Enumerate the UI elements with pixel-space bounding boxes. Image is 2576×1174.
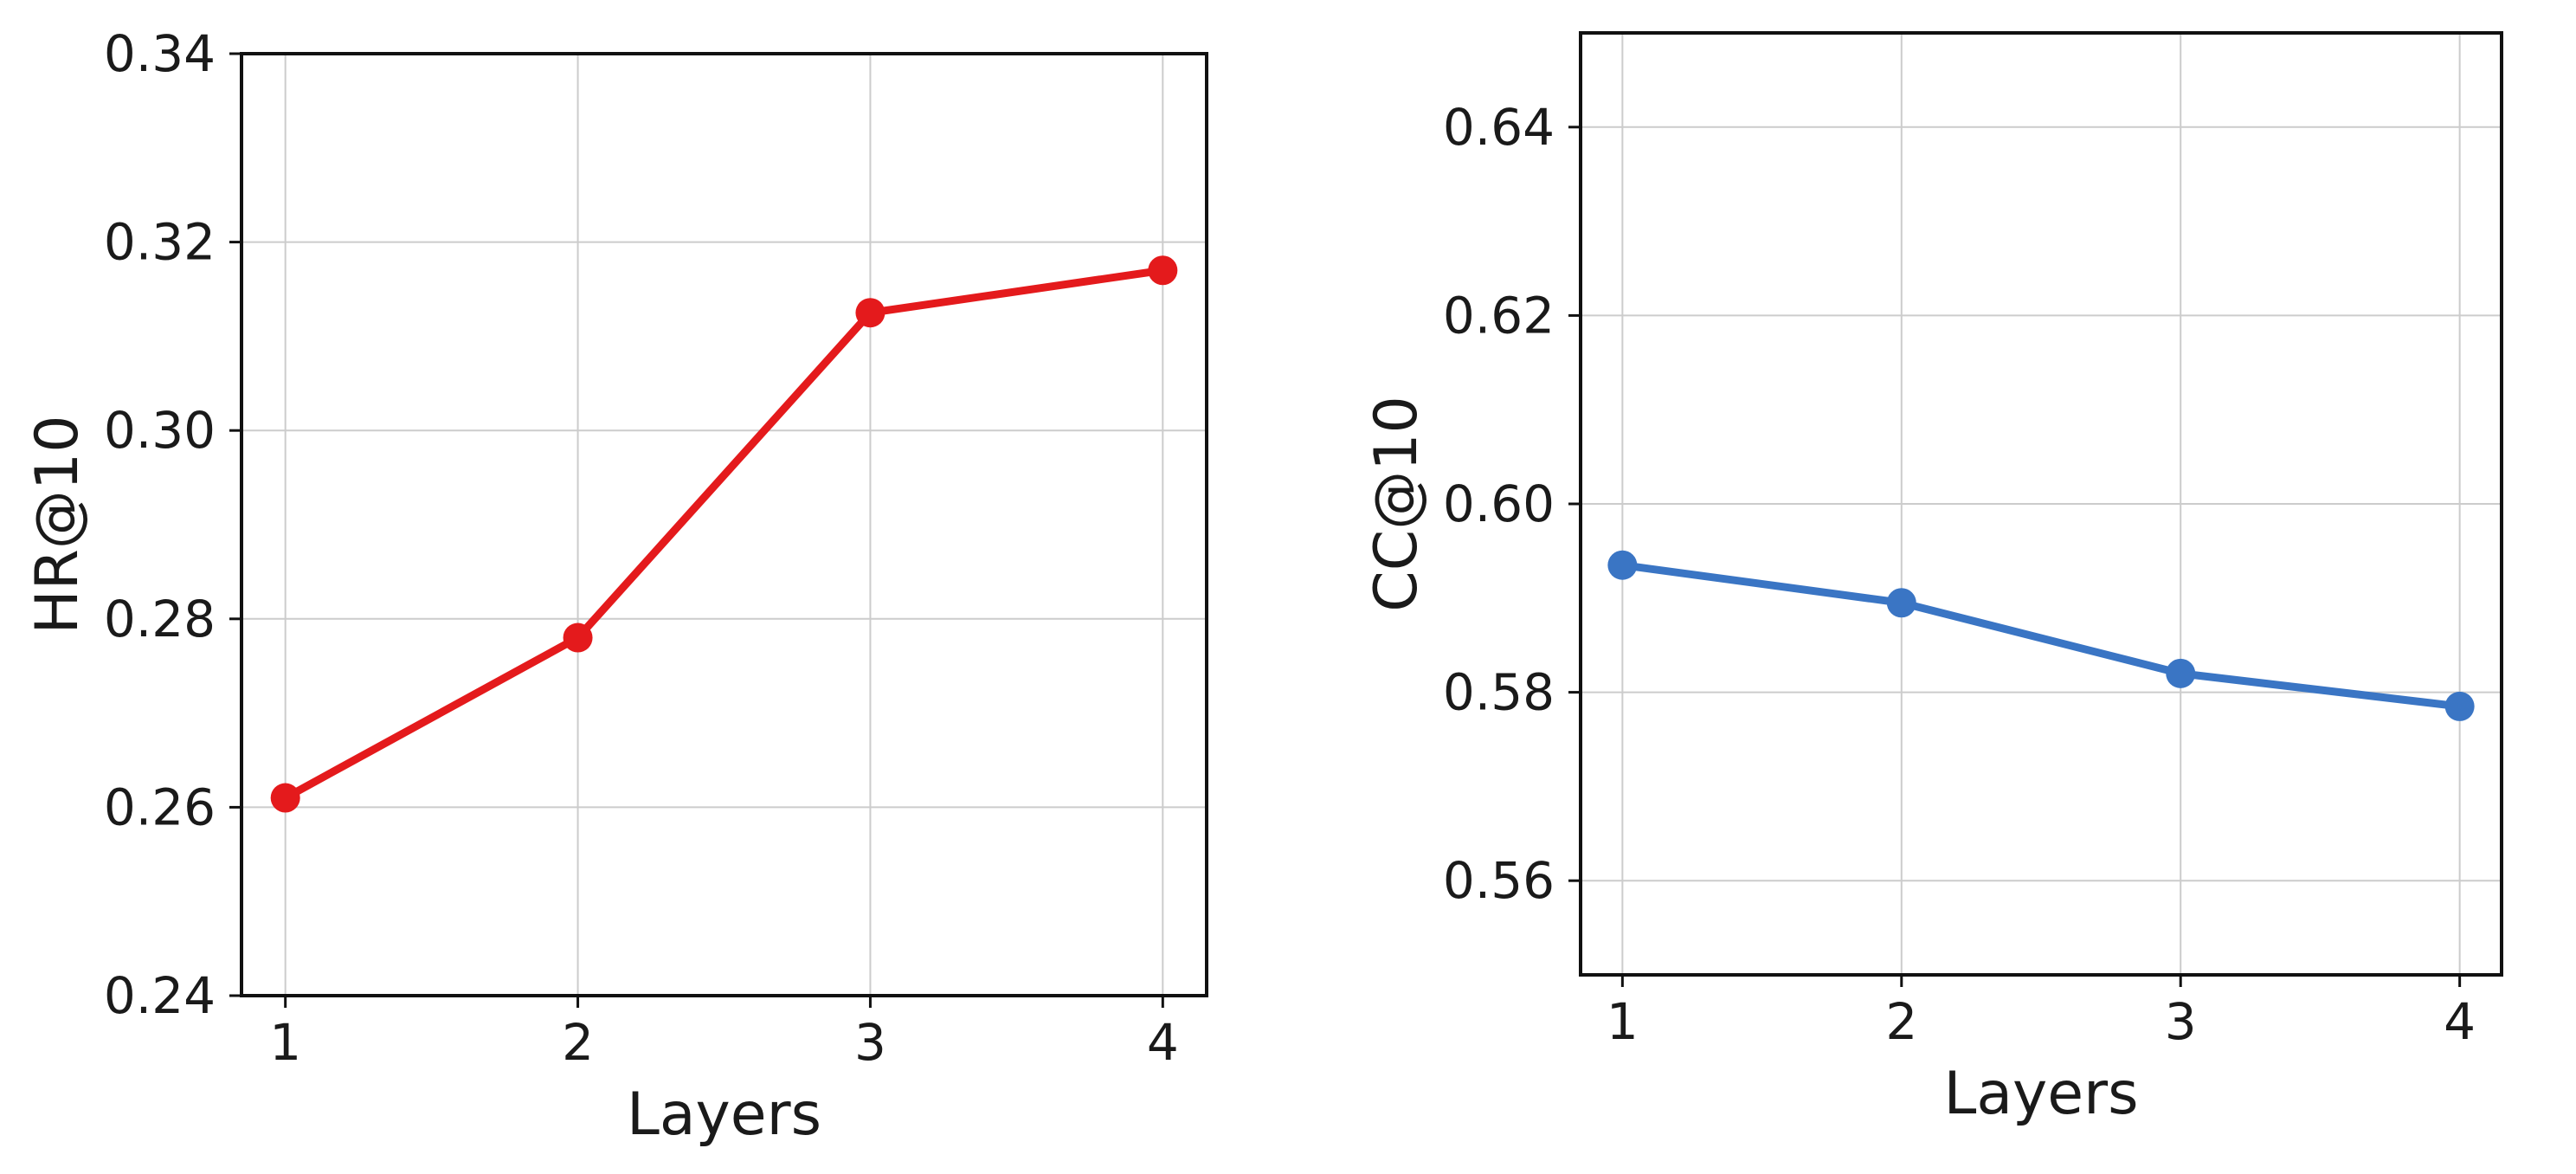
- y-tick-label: 0.56: [1443, 851, 1555, 910]
- y-tick-label: 0.64: [1443, 98, 1555, 157]
- y-tick-label: 0.28: [104, 590, 216, 648]
- y-tick-label: 0.34: [104, 24, 216, 83]
- data-point: [563, 622, 593, 653]
- y-tick-label: 0.58: [1443, 663, 1555, 722]
- cc-at-10-chart: 1 2 3 4 0.56 0.58 0.60 0.62 0.64 Layers CC@10: [1362, 31, 2503, 1128]
- y-tick-label: 0.60: [1443, 474, 1555, 533]
- x-tick-label: 4: [1147, 1013, 1179, 1072]
- x-tick-label: 2: [562, 1013, 594, 1072]
- data-point: [2166, 658, 2196, 688]
- y-tick-label: 0.26: [104, 777, 216, 836]
- x-tick-label: 3: [2165, 992, 2197, 1051]
- x-tick-label: 2: [1885, 992, 1917, 1051]
- series-line: [1618, 561, 2464, 711]
- y-tick-label: 0.62: [1443, 286, 1555, 345]
- data-point: [1148, 255, 1178, 286]
- y-tick-label: 0.30: [104, 401, 216, 460]
- plot-frame: [240, 52, 1208, 997]
- y-axis-title: HR@10: [23, 416, 92, 635]
- series-line: [281, 266, 1167, 803]
- x-axis-title: Layers: [627, 1080, 821, 1149]
- x-tick-label: 3: [854, 1013, 886, 1072]
- x-tick-label: 1: [1607, 992, 1639, 1051]
- x-tick-label: 4: [2444, 992, 2476, 1051]
- y-tick-label: 0.32: [104, 213, 216, 272]
- y-axis-title: CC@10: [1362, 396, 1431, 612]
- data-point: [2444, 691, 2475, 721]
- data-point: [1886, 588, 1916, 618]
- y-tick-label: 0.24: [104, 966, 216, 1025]
- x-tick-label: 1: [269, 1013, 301, 1072]
- hr-at-10-chart: 1 2 3 4 0.24 0.26 0.28 0.30 0.32 0.34 Layers HR@10: [23, 24, 1208, 1149]
- x-axis-title: Layers: [1943, 1060, 2138, 1128]
- data-point: [270, 783, 300, 813]
- data-point: [855, 298, 886, 328]
- data-point: [1607, 550, 1638, 580]
